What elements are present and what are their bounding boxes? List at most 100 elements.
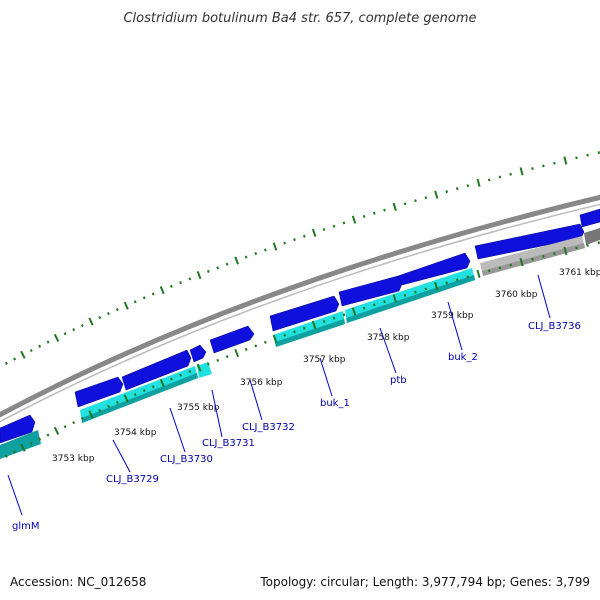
tick-mark <box>88 317 94 326</box>
tick-mark <box>434 190 439 199</box>
tick-mark <box>63 425 67 429</box>
tick-mark <box>38 344 42 348</box>
tick-mark <box>98 315 102 320</box>
cds-CLJ_B3729[interactable] <box>74 376 124 408</box>
tick-mark <box>169 377 173 381</box>
scale-label: 3754 kbp <box>114 428 157 438</box>
tick-mark <box>196 271 202 280</box>
gene-label[interactable]: CLJ_B3731 <box>202 438 255 449</box>
tick-mark <box>392 294 397 303</box>
tick-mark <box>586 243 589 247</box>
cds-buk_1[interactable] <box>269 295 340 332</box>
tick-mark <box>563 246 568 255</box>
tick-mark <box>293 238 296 242</box>
tick-mark <box>302 234 306 238</box>
tick-mark <box>244 347 248 351</box>
scale-label: 3761 kbp <box>559 268 600 278</box>
tick-mark <box>311 228 317 237</box>
cds-buk_2[interactable] <box>397 252 471 286</box>
tick-mark <box>586 153 589 157</box>
tick-mark <box>80 324 84 328</box>
tick-mark <box>553 252 556 256</box>
tick-mark <box>311 320 317 330</box>
cds-glmM[interactable] <box>0 414 36 444</box>
tick-mark <box>372 211 376 215</box>
cds-CLJ_B3736[interactable] <box>474 223 585 260</box>
tick-mark <box>519 167 524 176</box>
gene-label[interactable]: CLJ_B3729 <box>106 474 159 485</box>
tick-mark <box>133 300 137 304</box>
tick-mark <box>476 269 481 278</box>
tick-mark <box>455 187 459 191</box>
tick-mark <box>216 266 220 270</box>
cds-CLJ_B3732[interactable] <box>209 325 255 354</box>
cds-CLJ_B3731[interactable] <box>189 344 207 363</box>
tick-mark <box>597 241 600 245</box>
gene-next[interactable] <box>584 228 600 245</box>
genome-summary-text: Topology: circular; Length: 3,977,794 bp… <box>259 575 590 589</box>
tick-mark <box>476 178 481 187</box>
gene-CLJ_B3731[interactable] <box>197 362 212 378</box>
tick-mark <box>88 410 94 419</box>
cds-track <box>0 208 600 444</box>
tick-mark <box>123 394 129 403</box>
tick-mark <box>487 178 491 182</box>
tick-mark <box>351 215 357 224</box>
cds-ptb[interactable] <box>338 275 403 307</box>
tick-mark <box>542 254 545 258</box>
tick-mark <box>597 151 600 155</box>
gene-leader-lines <box>7 274 551 516</box>
cds-next[interactable] <box>579 208 600 228</box>
tick-mark <box>53 333 60 342</box>
gene-label[interactable]: CLJ_B3736 <box>528 321 581 332</box>
tick-mark <box>179 373 182 377</box>
tick-mark <box>159 378 165 387</box>
tick-mark <box>115 308 119 312</box>
tick-mark <box>133 393 137 397</box>
tick-mark <box>362 306 366 310</box>
gene-label[interactable]: buk_2 <box>448 352 478 363</box>
cds-CLJ_B3730[interactable] <box>121 349 192 391</box>
tick-mark <box>4 361 8 365</box>
outer-tick-ring <box>4 151 600 365</box>
tick-mark <box>372 303 376 307</box>
tick-mark <box>234 348 240 358</box>
tick-mark <box>254 344 258 348</box>
tick-mark <box>188 369 192 373</box>
tick-mark <box>244 255 248 259</box>
tick-mark <box>225 355 229 359</box>
tick-mark <box>575 246 578 250</box>
tick-mark <box>445 281 449 285</box>
tick-mark <box>414 199 417 203</box>
tick-mark <box>283 241 287 245</box>
gene-glmM[interactable] <box>0 430 41 459</box>
tick-mark <box>80 416 84 421</box>
scale-labels: 3753 kbp 3754 kbp 3755 kbp 3756 kbp 3757… <box>52 268 600 464</box>
tick-mark <box>254 251 258 256</box>
gene-label[interactable]: ptb <box>390 375 407 386</box>
tick-mark <box>342 313 346 317</box>
scale-label: 3756 kbp <box>240 378 283 388</box>
tick-mark <box>29 348 33 353</box>
tick-mark <box>107 312 110 316</box>
gene-label[interactable]: buk_1 <box>320 398 350 409</box>
tick-mark <box>272 242 278 251</box>
gene-label[interactable]: CLJ_B3732 <box>242 422 295 433</box>
tick-mark <box>13 450 17 454</box>
tick-mark <box>159 286 165 295</box>
tick-mark <box>72 328 76 332</box>
backbone-track <box>0 194 600 423</box>
gene-label[interactable]: CLJ_B3730 <box>160 454 213 465</box>
tick-mark <box>107 404 111 408</box>
tick-mark <box>332 316 336 320</box>
tick-mark <box>575 156 578 160</box>
tick-mark <box>531 167 534 171</box>
tick-mark <box>351 307 357 316</box>
tick-mark <box>434 281 439 291</box>
tick-mark <box>53 426 60 435</box>
gene-track <box>0 228 600 459</box>
gene-label[interactable]: glmM <box>12 521 40 532</box>
tick-mark <box>225 262 229 266</box>
tick-mark <box>123 301 129 310</box>
